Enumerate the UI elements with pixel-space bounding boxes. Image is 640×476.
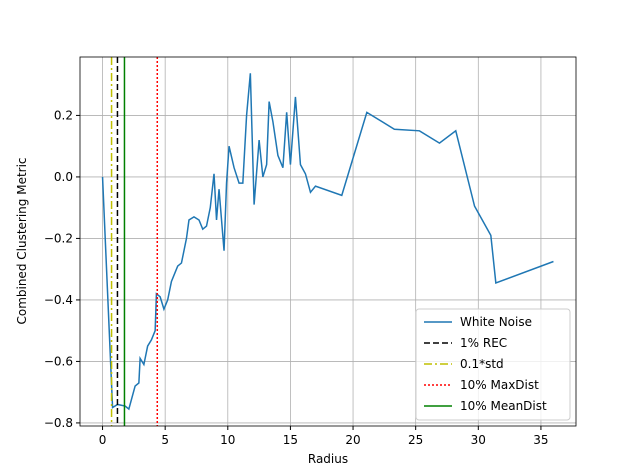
x-tick-label: 20 [345,433,360,447]
y-tick-label: −0.8 [44,416,73,430]
x-tick-label: 5 [161,433,169,447]
x-tick-label: 0 [99,433,107,447]
y-axis-label: Combined Clustering Metric [15,157,29,324]
x-tick-label: 15 [283,433,298,447]
legend-label: 10% MeanDist [460,399,547,413]
y-tick-label: −0.2 [44,231,73,245]
x-tick-label: 10 [220,433,235,447]
y-tick-label: −0.4 [44,293,73,307]
x-tick-label: 35 [533,433,548,447]
y-tick-label: 0.0 [54,170,73,184]
data-line [101,73,554,411]
y-tick-label: 0.2 [54,108,73,122]
y-tick-label: −0.6 [44,354,73,368]
legend-label: 0.1*std [460,357,504,371]
legend-label: 10% MaxDist [460,378,539,392]
legend-label: 1% REC [460,336,507,350]
x-tick-label: 30 [471,433,486,447]
legend-box [415,308,571,421]
legend-label: White Noise [460,315,532,329]
plot-frame [79,56,577,427]
x-axis-label: Radius [308,452,348,466]
x-tick-label: 25 [408,433,423,447]
